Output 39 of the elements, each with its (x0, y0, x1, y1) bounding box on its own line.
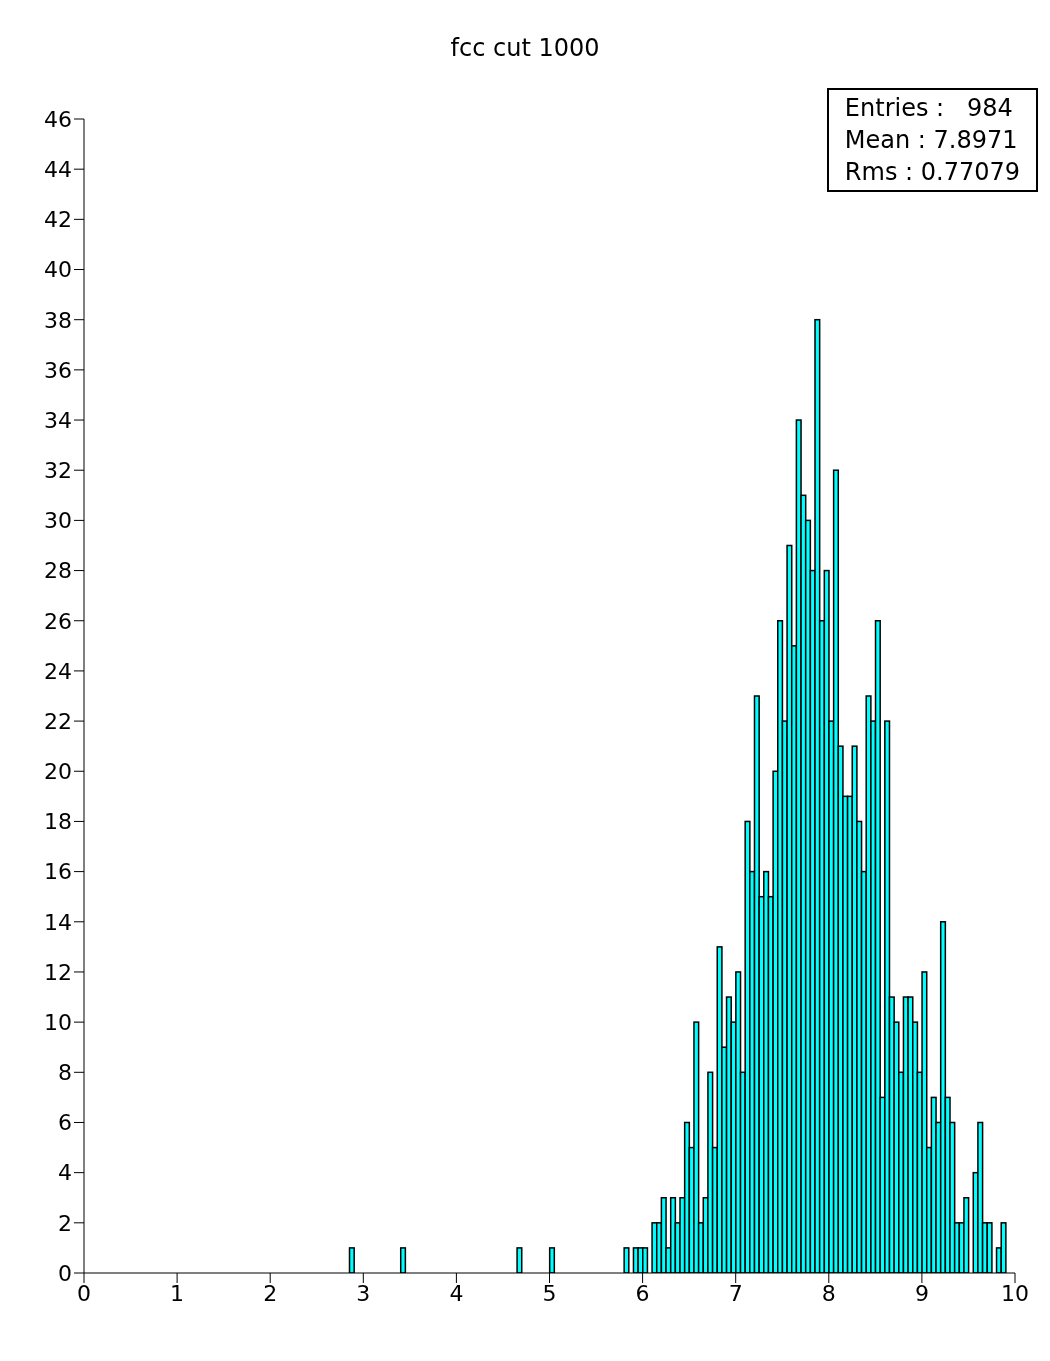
y-tick-label: 18 (44, 809, 72, 835)
y-tick-label: 22 (44, 708, 72, 734)
y-tick-label: 0 (58, 1260, 72, 1286)
y-tick-label: 42 (44, 207, 72, 233)
y-tick-label: 24 (44, 658, 72, 684)
x-tick-label: 0 (77, 1280, 91, 1306)
y-tick-label: 14 (44, 909, 72, 935)
x-tick-label: 6 (635, 1280, 650, 1306)
x-tick-label: 5 (542, 1280, 557, 1306)
x-tick-label: 1 (170, 1280, 185, 1306)
annotation: Mean : 7.8971 (844, 125, 1019, 156)
y-tick-label: 44 (44, 156, 72, 182)
y-tick-label: 34 (44, 407, 72, 433)
x-tick-label: 10 (1001, 1280, 1029, 1306)
x-tick-label: 9 (914, 1280, 929, 1306)
y-tick-label: 16 (44, 859, 72, 885)
y-tick-label: 36 (44, 357, 72, 383)
y-tick-label: 32 (44, 458, 72, 484)
y-tick-label: 26 (44, 608, 72, 634)
y-tick-label: 46 (44, 106, 72, 132)
x-tick-label: 8 (821, 1280, 836, 1306)
y-tick-label: 38 (44, 307, 72, 333)
x-tick-label: 7 (728, 1280, 743, 1306)
chart-title: fcc cut 1000 (449, 34, 601, 62)
annotation: Rms : 0.77079 (844, 157, 1020, 188)
y-tick-label: 8 (58, 1060, 72, 1086)
y-tick-label: 28 (44, 558, 72, 584)
y-tick-label: 6 (58, 1110, 72, 1136)
y-tick-label: 2 (58, 1210, 72, 1236)
y-tick-label: 10 (44, 1009, 72, 1035)
x-tick-label: 3 (356, 1280, 371, 1306)
x-tick-label: 2 (263, 1280, 278, 1306)
y-tick-label: 40 (44, 257, 72, 283)
y-tick-label: 20 (44, 759, 72, 785)
x-tick-label: 4 (449, 1280, 464, 1306)
y-tick-label: 4 (58, 1160, 72, 1186)
y-tick-label: 30 (44, 508, 72, 534)
annotation: Entries : 984 (844, 93, 1014, 124)
y-tick-label: 12 (44, 959, 72, 985)
